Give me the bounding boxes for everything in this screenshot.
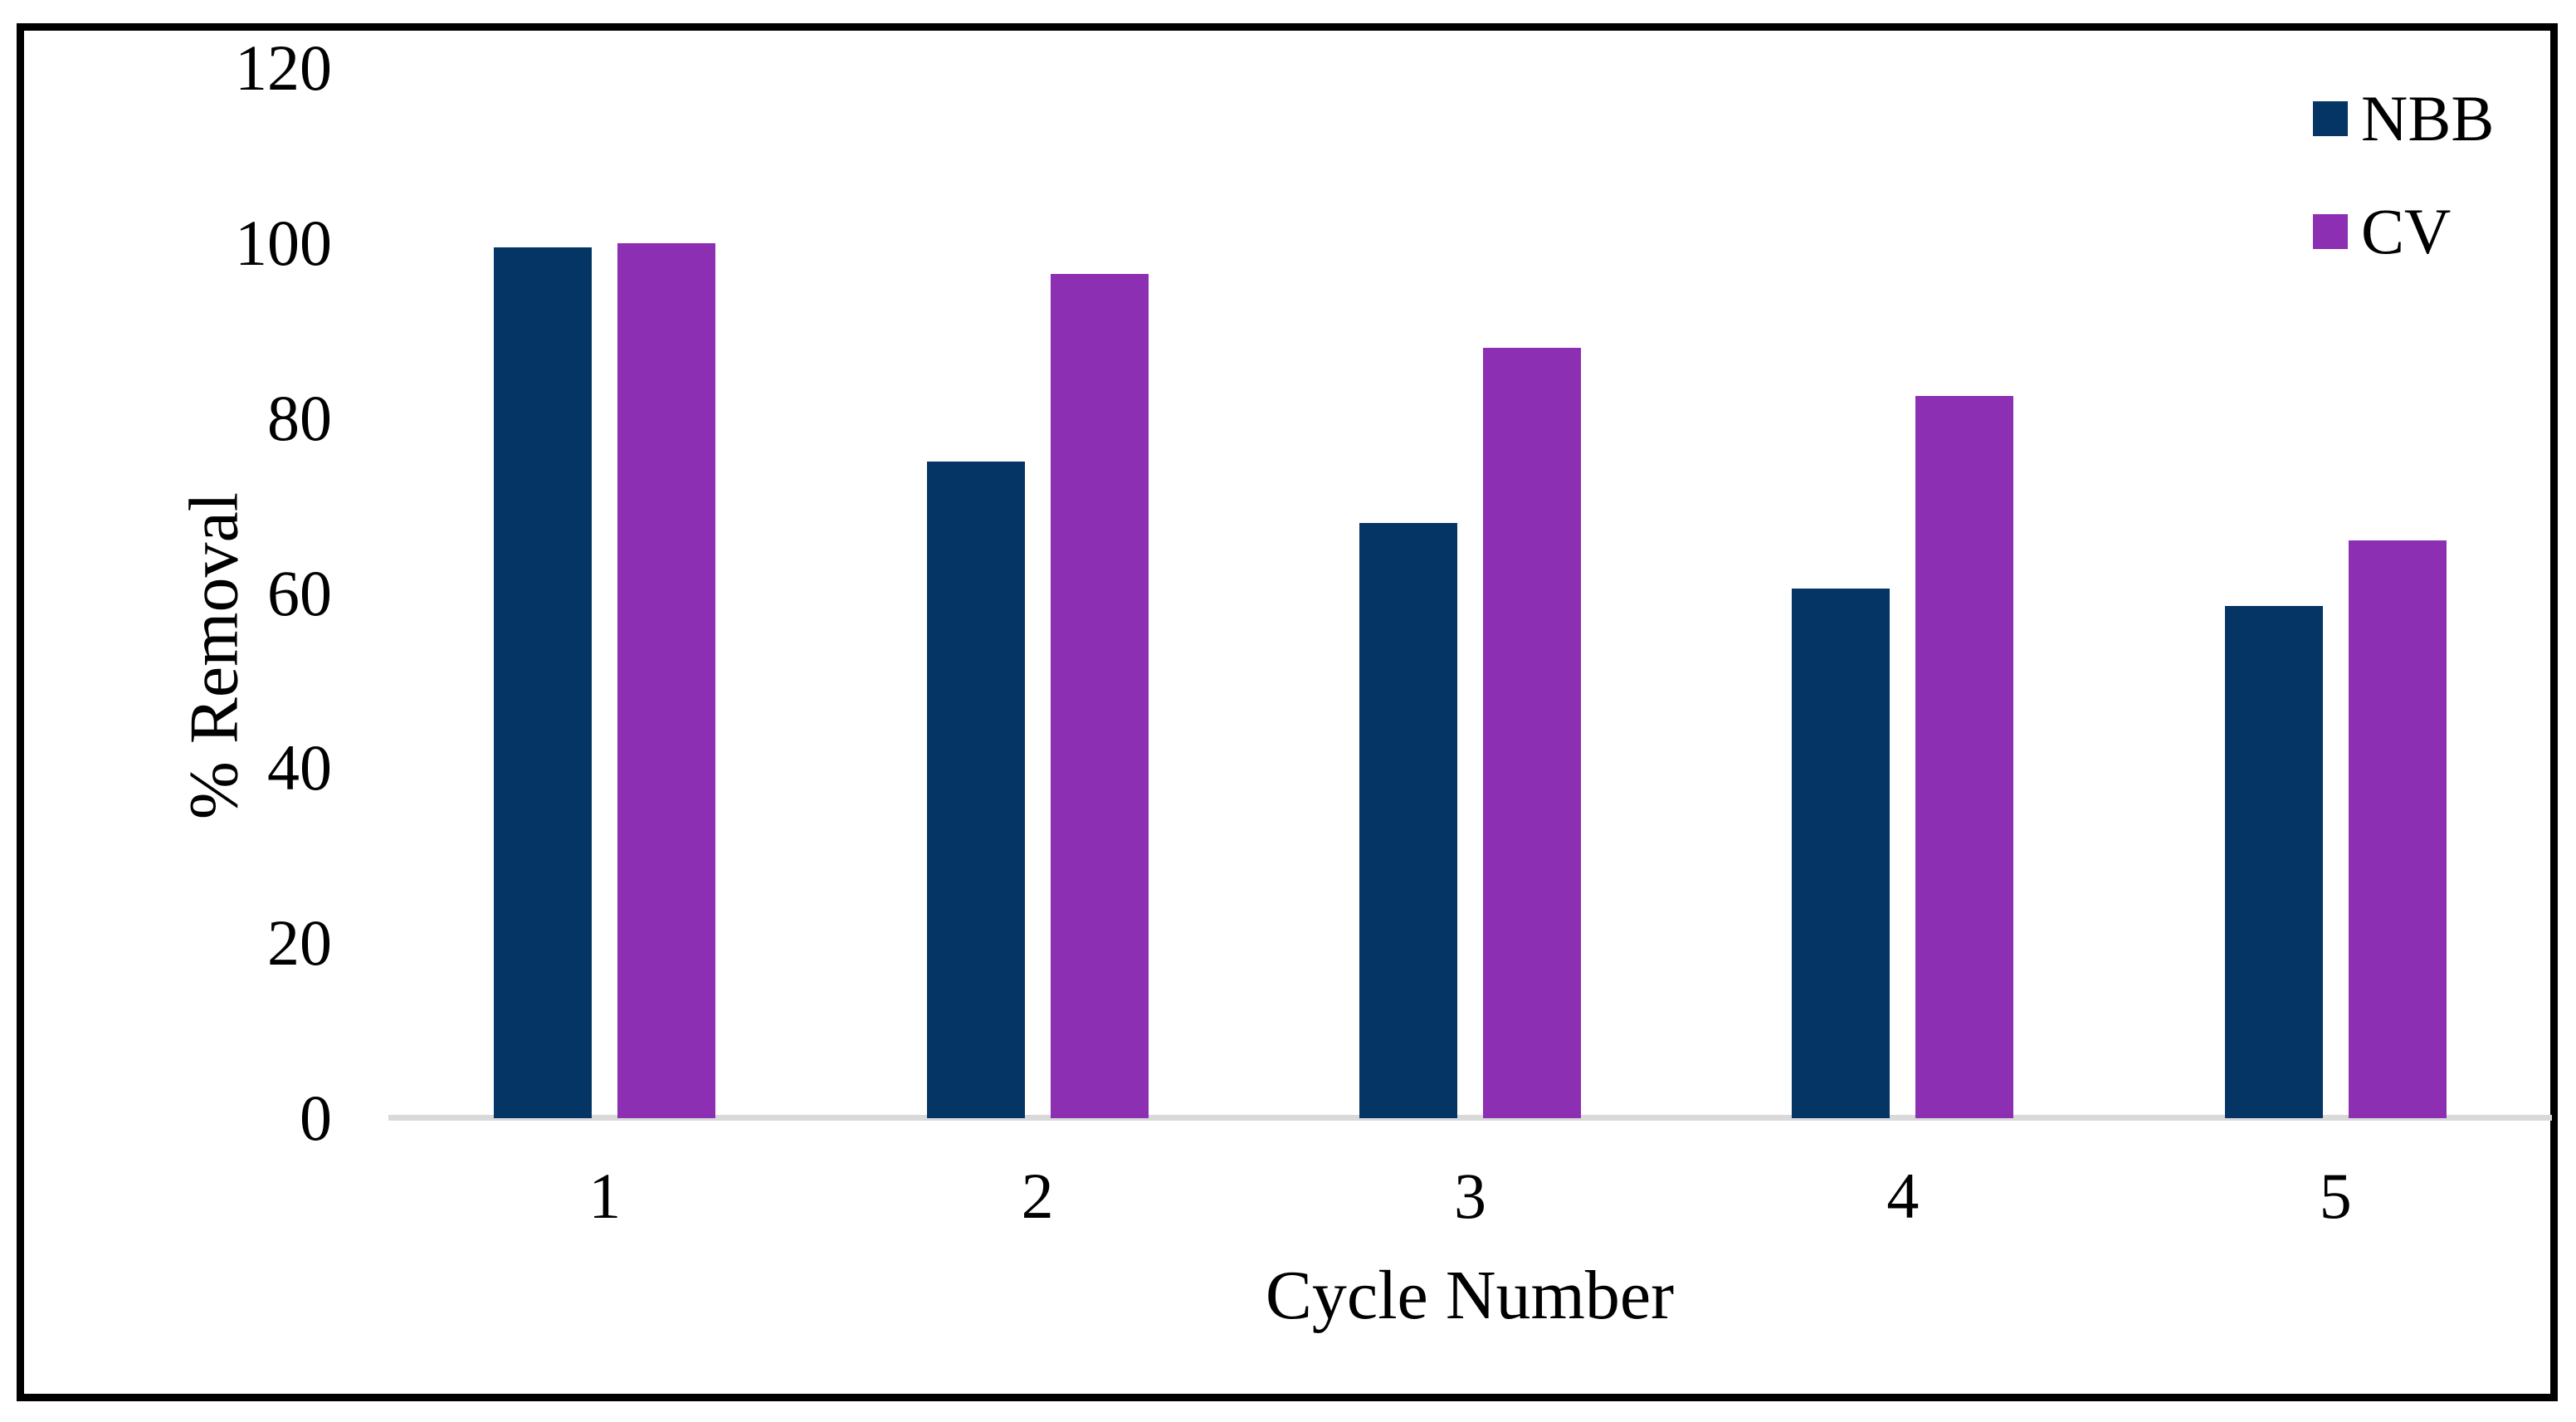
bar-nbb-cycle-4	[1792, 589, 1891, 1118]
bar-cv-cycle-1	[617, 242, 716, 1118]
y-tick-label-0: 0	[300, 1082, 332, 1154]
bar-cv-cycle-5	[2348, 540, 2447, 1118]
x-tick-label-2: 2	[1021, 1160, 1054, 1232]
legend-label-cv: CV	[2361, 195, 2452, 267]
legend-item-cv: CV	[2313, 196, 2494, 267]
x-axis-title: Cycle Number	[1265, 1257, 1675, 1334]
x-axis-baseline	[388, 1115, 2552, 1121]
figure-border	[17, 23, 2558, 1401]
legend-swatch-cv	[2313, 214, 2348, 249]
x-tick-label-1: 1	[588, 1160, 622, 1232]
bar-cv-cycle-4	[1915, 396, 2014, 1118]
x-tick-label-3: 3	[1454, 1160, 1486, 1232]
y-tick-label-80: 80	[267, 381, 332, 454]
bar-nbb-cycle-2	[926, 462, 1025, 1118]
legend-swatch-nbb	[2313, 101, 2348, 136]
bar-cv-cycle-2	[1050, 273, 1149, 1118]
x-tick-label-4: 4	[1886, 1160, 1920, 1232]
legend-item-nbb: NBB	[2313, 83, 2494, 154]
bar-nbb-cycle-3	[1359, 523, 1457, 1118]
y-tick-label-100: 100	[235, 206, 332, 279]
legend: NBB CV	[2313, 83, 2494, 267]
y-tick-label-60: 60	[267, 556, 332, 629]
y-tick-label-20: 20	[267, 906, 332, 980]
y-axis-title: % Removal	[175, 491, 253, 820]
bar-nbb-cycle-5	[2224, 606, 2323, 1118]
y-tick-label-120: 120	[235, 32, 332, 104]
y-tick-label-40: 40	[267, 731, 332, 804]
x-tick-label-5: 5	[2319, 1160, 2352, 1232]
legend-label-nbb: NBB	[2361, 82, 2495, 154]
bar-nbb-cycle-1	[494, 247, 593, 1118]
bar-cv-cycle-3	[1483, 348, 1581, 1118]
